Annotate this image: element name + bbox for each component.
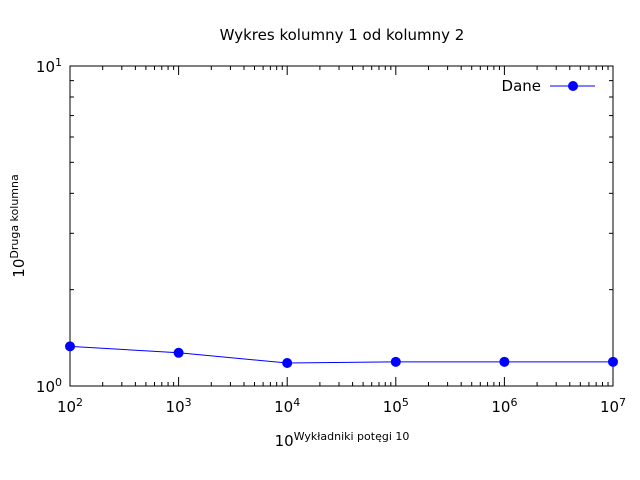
plot-frame [69, 65, 614, 387]
data-point [608, 356, 618, 367]
x-tick-labels: 102 103 104 105 106 107 [57, 396, 626, 416]
data-point [499, 356, 510, 367]
legend-marker-dane [568, 81, 578, 91]
data-point [390, 356, 401, 367]
data-point [173, 347, 184, 358]
x-tick-label-base: 10 [57, 398, 76, 416]
y-axis-label-exponent: Druga kolumna [8, 174, 21, 258]
series-dane [65, 341, 618, 368]
y-tick-label-base: 10 [36, 58, 55, 76]
legend: Dane [502, 77, 595, 95]
y-minor-ticks [70, 65, 613, 387]
x-tick-label: 105 [383, 396, 409, 416]
data-point [282, 357, 293, 368]
y-tick-label: 101 [36, 56, 62, 76]
x-tick-label: 102 [57, 396, 83, 416]
chart-title: Wykres kolumny 1 od kolumny 2 [220, 26, 465, 44]
data-point [65, 341, 75, 352]
y-tick-label-exponent: 0 [55, 376, 62, 389]
x-tick-label-exponent: 3 [185, 396, 192, 409]
x-tick-label-base: 10 [491, 398, 510, 416]
x-tick-label: 107 [600, 396, 626, 416]
y-axis-label: 10Druga kolumna [8, 174, 28, 277]
x-tick-label: 104 [274, 396, 300, 416]
y-tick-label-exponent: 1 [55, 56, 62, 69]
x-tick-label-exponent: 7 [619, 396, 626, 409]
x-tick-label: 106 [491, 396, 517, 416]
plot-area-border [69, 65, 614, 387]
y-axis-label-base: 10 [10, 259, 28, 278]
x-tick-label-base: 10 [600, 398, 619, 416]
legend-label-dane: Dane [502, 77, 541, 95]
x-tick-label-base: 10 [274, 398, 293, 416]
x-axis-label-exponent: Wykładniki potęgi 10 [294, 430, 410, 443]
x-axis-label: 10Wykładniki potęgi 10 [275, 430, 410, 450]
x-tick-label: 103 [166, 396, 192, 416]
y-tick-label-base: 10 [36, 378, 55, 396]
x-tick-label-exponent: 5 [402, 396, 409, 409]
x-tick-label-exponent: 4 [293, 396, 300, 409]
y-tick-label: 100 [36, 376, 62, 396]
x-axis-label-base: 10 [275, 432, 294, 450]
x-tick-label-base: 10 [166, 398, 185, 416]
x-tick-label-base: 10 [383, 398, 402, 416]
series-line [69, 345, 613, 364]
x-tick-label-exponent: 6 [510, 396, 517, 409]
x-minor-ticks [69, 66, 614, 386]
x-tick-label-exponent: 2 [76, 396, 83, 409]
